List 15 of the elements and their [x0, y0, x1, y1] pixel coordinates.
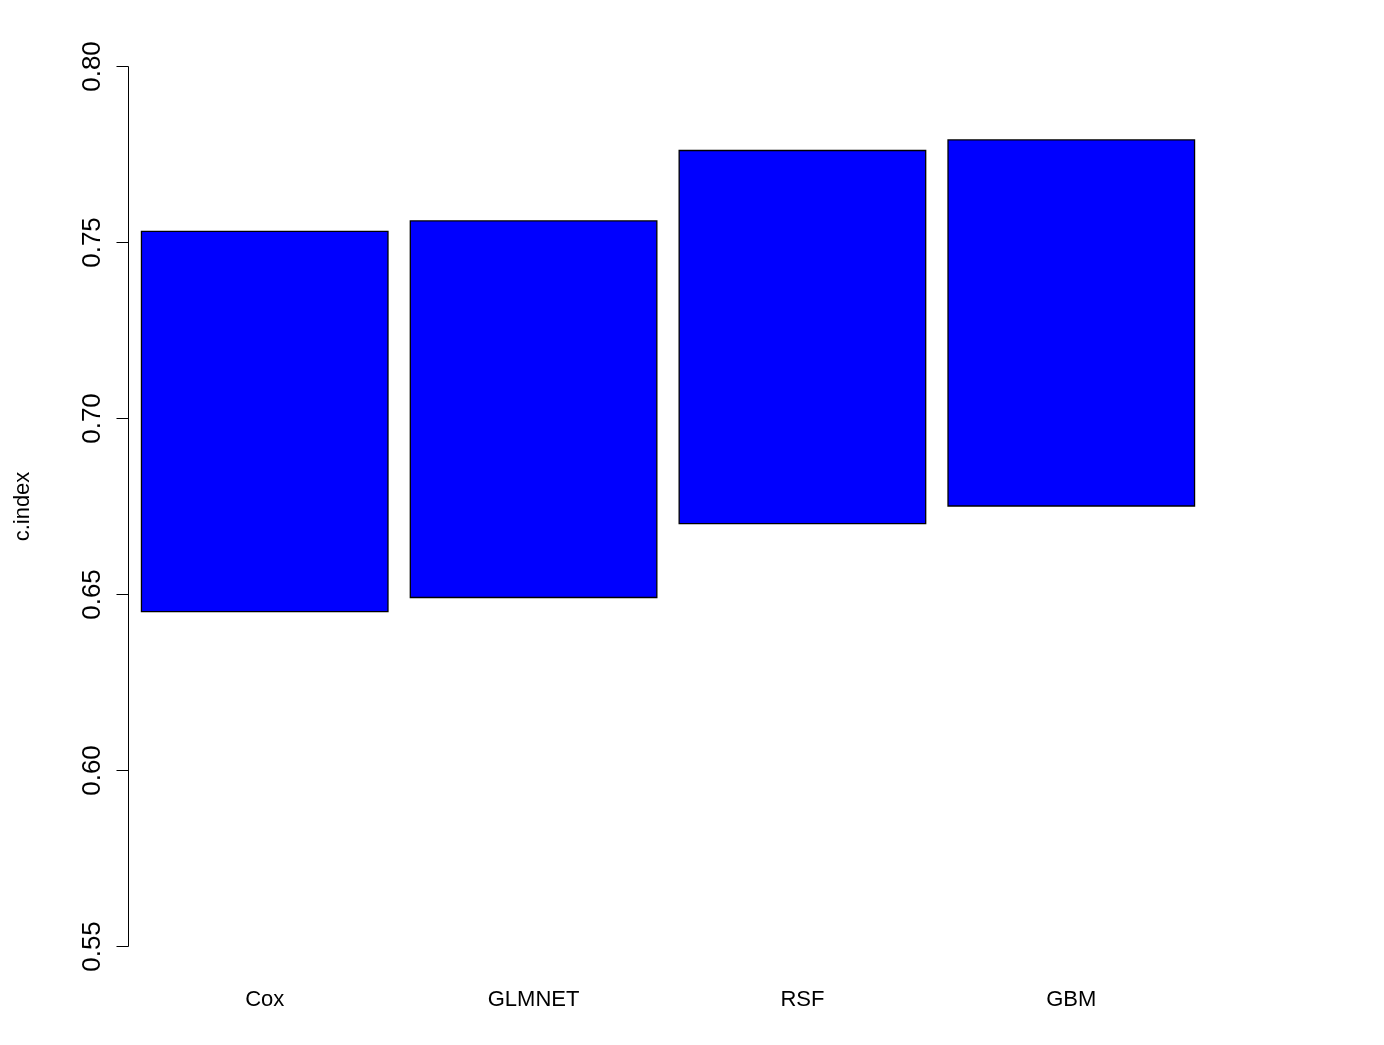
bar — [947, 139, 1196, 507]
x-tick-label: GLMNET — [487, 985, 580, 1011]
x-tick-label: RSF — [780, 985, 825, 1011]
y-tick-label: 0.65 — [75, 569, 106, 620]
bar — [678, 149, 927, 525]
x-tick-label: Cox — [245, 985, 285, 1011]
bar — [409, 220, 658, 599]
x-tick-label: GBM — [1046, 985, 1097, 1011]
y-tick-label: 0.60 — [75, 745, 106, 796]
y-tick-label: 0.75 — [75, 217, 106, 268]
y-tick-label: 0.55 — [75, 921, 106, 972]
y-axis-title: c.index — [8, 471, 34, 542]
bar — [140, 230, 389, 613]
y-tick-label: 0.80 — [75, 41, 106, 92]
y-tick-label: 0.70 — [75, 393, 106, 444]
